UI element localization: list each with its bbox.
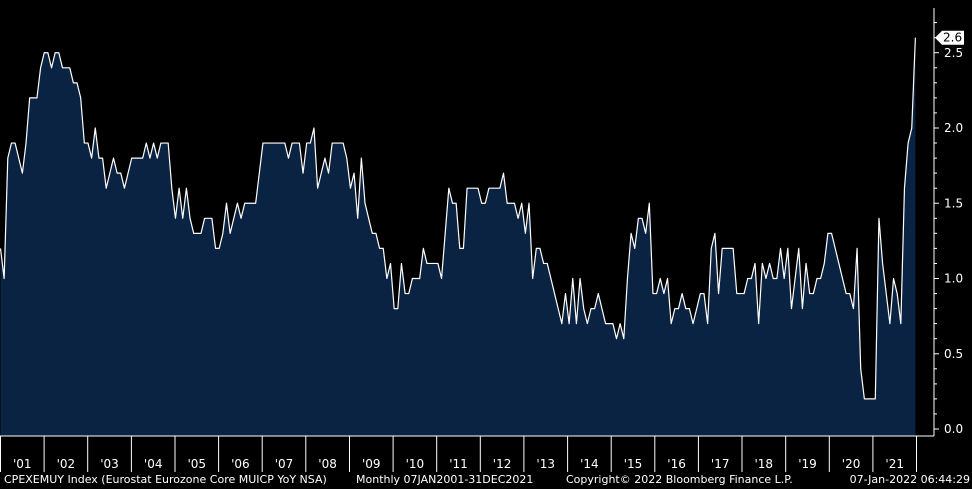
y-tick-label: 2.5 [944, 46, 963, 60]
y-tick-label: 0.5 [944, 347, 963, 361]
x-tick-label: '08 [318, 457, 337, 471]
y-axis: 0.0 0.5 1.0 1.5 2.0 2.5 [933, 8, 963, 436]
series-line [0, 37, 916, 400]
x-tick-label: '17 [711, 457, 730, 471]
x-tick-label: '15 [624, 457, 643, 471]
x-tick-label: '03 [100, 457, 119, 471]
timestamp: 07-Jan-2022 06:44:29 [849, 473, 970, 486]
copyright-notice: Copyright© 2022 Bloomberg Finance L.P. [566, 473, 793, 486]
y-tick-label: 2.0 [944, 121, 963, 135]
x-tick-label: '14 [580, 457, 599, 471]
x-tick-label: '02 [57, 457, 76, 471]
last-value-marker: 2.6 [935, 30, 964, 45]
x-tick-label: '20 [842, 457, 861, 471]
y-tick-label: 1.5 [944, 196, 963, 210]
x-tick-label: '01 [13, 457, 32, 471]
last-value-label: 2.6 [943, 31, 962, 45]
x-tick-label: '06 [231, 457, 250, 471]
chart-canvas: 0.0 0.5 1.0 1.5 2.0 2.5 '01 '02 '03 '04 '05 '06 '07… [0, 8, 964, 472]
x-tick-label: '04 [144, 457, 163, 471]
x-tick-label: '10 [406, 457, 425, 471]
chart-footer: CPEXEMUY Index (Eurostat Eurozone Core M… [0, 471, 972, 489]
x-tick-label: '12 [493, 457, 512, 471]
plot-area [0, 37, 916, 436]
x-tick-label: '11 [449, 457, 468, 471]
x-tick-label: '05 [188, 457, 207, 471]
x-tick-label: '16 [667, 457, 686, 471]
x-tick-label: '13 [536, 457, 555, 471]
x-axis: '01 '02 '03 '04 '05 '06 '07 '08 '09 '10 '11 '12 '13 '… [0, 435, 934, 472]
index-description: CPEXEMUY Index (Eurostat Eurozone Core M… [4, 473, 327, 486]
x-tick-label: '18 [755, 457, 774, 471]
x-tick-label: '19 [798, 457, 817, 471]
y-tick-label: 1.0 [944, 272, 963, 286]
last-value-tag [935, 30, 964, 45]
frequency-range: Monthly 07JAN2001-31DEC2021 [356, 473, 534, 486]
x-tick-label: '07 [275, 457, 294, 471]
x-tick-label: '21 [885, 457, 904, 471]
series-area [0, 37, 916, 436]
y-tick-label: 0.0 [944, 422, 963, 436]
x-tick-label: '09 [362, 457, 381, 471]
